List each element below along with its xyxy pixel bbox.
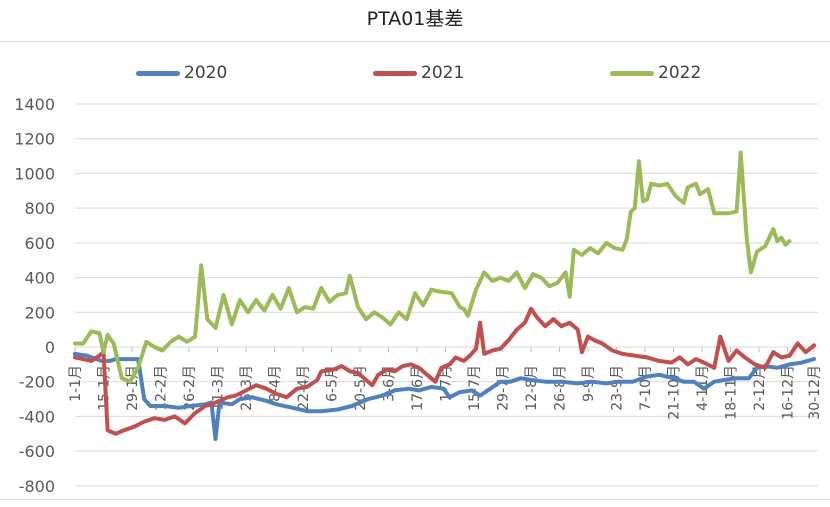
y-tick-label: 1200 — [14, 130, 55, 149]
x-tick-label: 6-5月 — [325, 365, 341, 402]
top-divider — [0, 41, 830, 42]
y-tick-label: -400 — [19, 407, 55, 426]
legend-swatch-2021 — [373, 70, 417, 76]
x-tick-label: 30-12月 — [807, 365, 823, 420]
chart-legend: 2020 2021 2022 — [0, 63, 830, 87]
series-lines — [73, 150, 816, 441]
x-tick-label: 29-7月 — [496, 365, 512, 411]
x-tick-label: 29-1月 — [125, 365, 141, 411]
x-tick-label: 16-12月 — [781, 365, 797, 420]
bottom-divider — [0, 499, 830, 500]
x-tick-label: 21-10月 — [667, 365, 683, 420]
y-tick-label: -600 — [19, 442, 55, 461]
x-tick-label: 23-9月 — [610, 365, 626, 411]
legend-label: 2021 — [421, 63, 465, 83]
x-tick-label: 2-12月 — [752, 365, 768, 411]
legend-item-2022: 2022 — [610, 63, 701, 83]
x-tick-label: 12-2月 — [154, 365, 170, 411]
series-line-2021 — [73, 306, 816, 436]
y-tick-label: 800 — [24, 199, 55, 218]
x-tick-label: 1-7月 — [439, 365, 455, 402]
y-tick-label: 400 — [24, 269, 55, 288]
x-tick-label: 18-11月 — [724, 365, 740, 420]
y-tick-label: -200 — [19, 373, 55, 392]
legend-item-2020: 2020 — [136, 63, 227, 83]
y-tick-label: 600 — [24, 234, 55, 253]
chart-title: PTA01基差 — [366, 8, 464, 30]
legend-swatch-2022 — [610, 70, 654, 76]
y-tick-label: 1000 — [14, 164, 55, 183]
legend-item-2021: 2021 — [373, 63, 464, 83]
legend-label: 2020 — [184, 63, 228, 83]
x-tick-label: 26-2月 — [182, 365, 198, 411]
x-tick-label: 17-6月 — [410, 365, 426, 411]
gridlines — [75, 103, 818, 487]
y-tick-label: 1400 — [14, 95, 55, 114]
series-line-2020 — [73, 351, 816, 441]
y-tick-label: 0 — [45, 338, 55, 357]
x-tick-label: 12-8月 — [524, 365, 540, 411]
x-tick-label: 15-7月 — [467, 365, 483, 411]
legend-swatch-2020 — [136, 70, 180, 76]
y-tick-label: 200 — [24, 303, 55, 322]
y-axis: 1400 1200 1000 800 600 400 200 0 -200 -400 -600 -80… — [14, 95, 55, 496]
x-tick-label: 26-8月 — [553, 365, 569, 411]
series-line-2022 — [73, 150, 792, 384]
x-tick-label: 7-10月 — [638, 365, 654, 411]
legend-label: 2022 — [658, 63, 702, 83]
y-tick-label: -800 — [19, 477, 55, 496]
x-tick-label: 1-1月 — [68, 365, 84, 402]
